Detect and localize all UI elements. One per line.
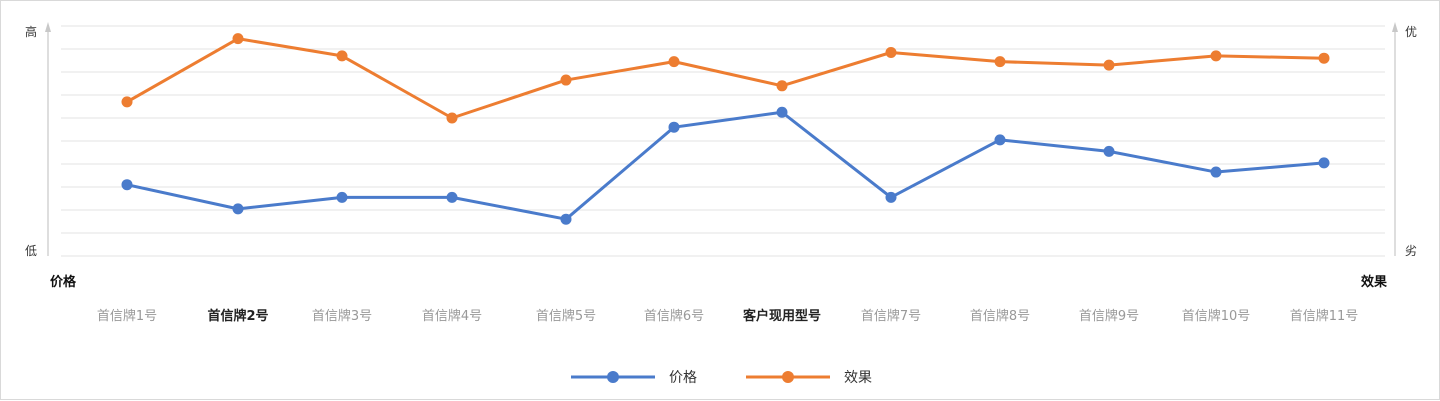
data-point	[668, 56, 680, 68]
data-point	[336, 191, 348, 203]
right-axis-top-label: 优	[1405, 25, 1417, 39]
left-axis-title: 价格	[50, 274, 77, 290]
data-point	[1103, 59, 1115, 71]
legend-marker	[782, 371, 794, 383]
left-axis-bottom-label: 低	[25, 244, 37, 258]
x-tick-label: 首信牌9号	[1079, 308, 1139, 324]
data-point	[121, 96, 133, 108]
x-tick-label: 首信牌1号	[97, 308, 157, 324]
x-axis-tick-labels: 首信牌1号 首信牌2号 首信牌3号 首信牌4号 首信牌5号 首信牌6号 客户现用型号 首信牌7…	[97, 308, 1358, 324]
series-line	[126, 110, 1325, 221]
legend: 价格 效果	[571, 370, 872, 386]
x-tick-label: 首信牌4号	[422, 308, 482, 324]
data-point	[668, 121, 680, 133]
data-point	[994, 56, 1006, 68]
x-tick-label: 首信牌3号	[312, 308, 372, 324]
gridlines	[61, 25, 1385, 257]
x-tick-label: 首信牌5号	[536, 308, 596, 324]
data-point	[1318, 157, 1330, 169]
left-axis-top-label: 高	[25, 24, 37, 39]
left-axis-arrow-icon	[45, 22, 51, 32]
data-point	[1103, 145, 1115, 157]
x-tick-label: 首信牌8号	[970, 308, 1030, 324]
x-tick-label: 首信牌2号	[207, 308, 268, 324]
data-point	[232, 203, 244, 215]
data-point	[776, 80, 788, 92]
data-point	[885, 46, 897, 58]
right-axis-arrow-icon	[1392, 22, 1398, 32]
data-point	[776, 106, 788, 118]
x-tick-label: 首信牌6号	[644, 308, 704, 324]
legend-label: 价格	[669, 370, 697, 386]
right-axis-title: 效果	[1361, 274, 1387, 290]
series-layer	[121, 33, 1330, 225]
x-tick-label: 首信牌7号	[861, 308, 921, 324]
data-point	[560, 213, 572, 225]
data-point	[885, 191, 897, 203]
right-axis-bottom-label: 劣	[1405, 244, 1417, 258]
data-point	[1210, 166, 1222, 178]
x-tick-label: 首信牌11号	[1290, 308, 1359, 324]
data-point	[1210, 50, 1222, 62]
data-point	[121, 179, 133, 191]
data-point	[994, 134, 1006, 146]
legend-marker	[607, 371, 619, 383]
x-tick-label: 首信牌10号	[1182, 308, 1251, 324]
series-line	[126, 37, 1325, 120]
data-point	[446, 112, 458, 124]
data-point	[336, 50, 348, 62]
data-point	[1318, 52, 1330, 64]
data-point	[446, 191, 458, 203]
x-tick-label: 客户现用型号	[743, 308, 821, 324]
data-point	[560, 74, 572, 86]
data-point	[232, 33, 244, 45]
legend-label: 效果	[844, 370, 872, 386]
